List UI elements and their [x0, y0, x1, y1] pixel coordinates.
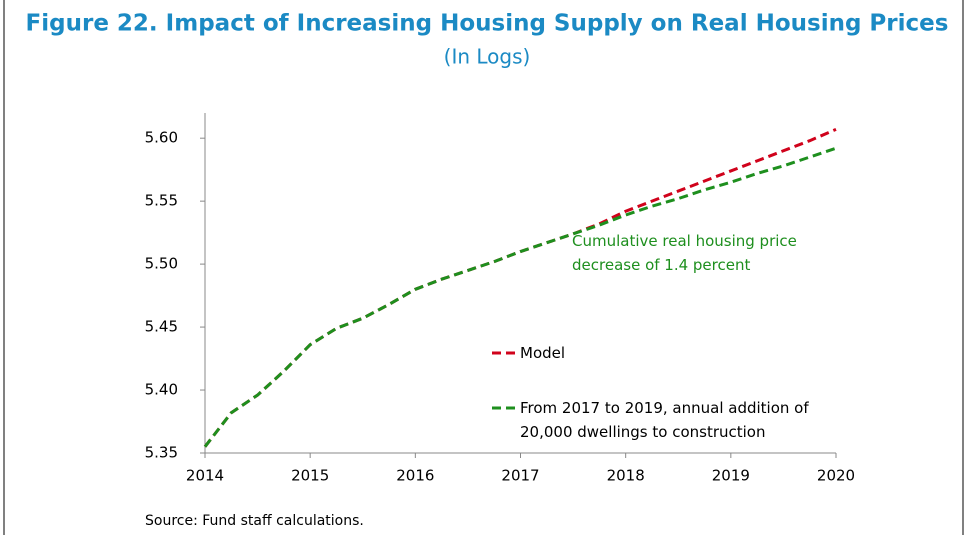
- x-tick-label: 2019: [712, 467, 750, 485]
- y-tick-label: 5.45: [145, 318, 178, 336]
- y-tick-label: 5.60: [145, 129, 178, 147]
- legend-label: Model: [520, 344, 566, 362]
- x-tick-label: 2020: [817, 467, 855, 485]
- x-tick-label: 2014: [186, 467, 224, 485]
- chart-title: Figure 22. Impact of Increasing Housing …: [26, 11, 949, 37]
- annotation: Cumulative real housing price decrease o…: [572, 232, 797, 274]
- x-tick-label: 2018: [607, 467, 645, 485]
- x-tick-label: 2015: [291, 467, 329, 485]
- x-tick-label: 2016: [396, 467, 434, 485]
- series-line: [203, 146, 837, 448]
- y-tick-label: 5.40: [145, 381, 178, 399]
- y-tick-label: 5.35: [145, 444, 178, 462]
- source-note: Source: Fund staff calculations.: [145, 513, 364, 529]
- y-tick-label: 5.50: [145, 255, 178, 273]
- chart-subtitle: (In Logs): [444, 45, 531, 69]
- x-tick-label: 2017: [501, 467, 539, 485]
- legend-label: From 2017 to 2019, annual addition of 20…: [520, 399, 809, 441]
- y-tick-label: 5.55: [145, 192, 178, 210]
